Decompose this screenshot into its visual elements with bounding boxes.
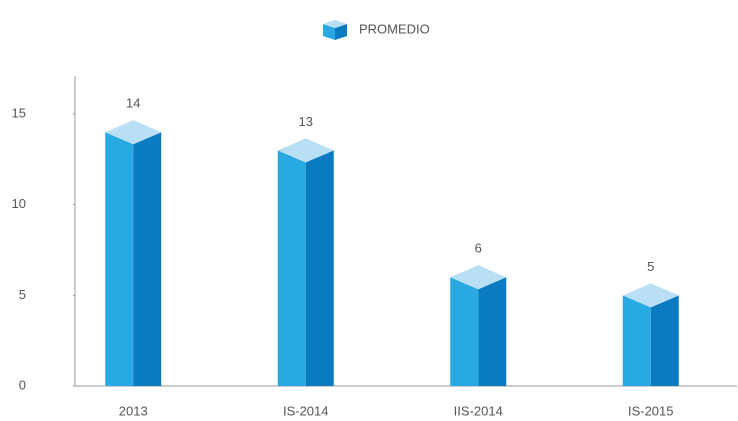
y-tick-label: 15 — [12, 105, 26, 120]
y-tick-label: 0 — [19, 377, 26, 392]
bar-left — [277, 150, 306, 386]
y-tick-label: 10 — [12, 196, 26, 211]
data-label: 6 — [475, 241, 482, 256]
bar-top — [277, 138, 334, 163]
data-label: 14 — [126, 96, 140, 111]
legend-label: PROMEDIO — [359, 21, 430, 36]
bar-right — [650, 295, 679, 386]
x-tick-label: IS-2014 — [283, 403, 329, 418]
x-tick-label: 2013 — [119, 403, 148, 418]
bar-right — [478, 277, 507, 386]
legend-icon-top — [323, 20, 347, 28]
x-tick-label: IS-2015 — [628, 403, 674, 418]
bar-left — [105, 132, 134, 386]
bar-top — [450, 265, 507, 290]
bar-left — [450, 277, 479, 386]
bar-right — [305, 150, 334, 386]
data-label: 5 — [647, 259, 654, 274]
data-label: 13 — [299, 114, 313, 129]
bar-top — [105, 120, 162, 145]
legend-icon-right — [335, 24, 347, 40]
x-tick-label: IIS-2014 — [454, 403, 503, 418]
bar-right — [133, 132, 162, 386]
bar-left — [622, 295, 651, 386]
bar-top — [622, 283, 679, 308]
y-tick-label: 5 — [19, 287, 26, 302]
legend-icon-left — [323, 24, 335, 40]
